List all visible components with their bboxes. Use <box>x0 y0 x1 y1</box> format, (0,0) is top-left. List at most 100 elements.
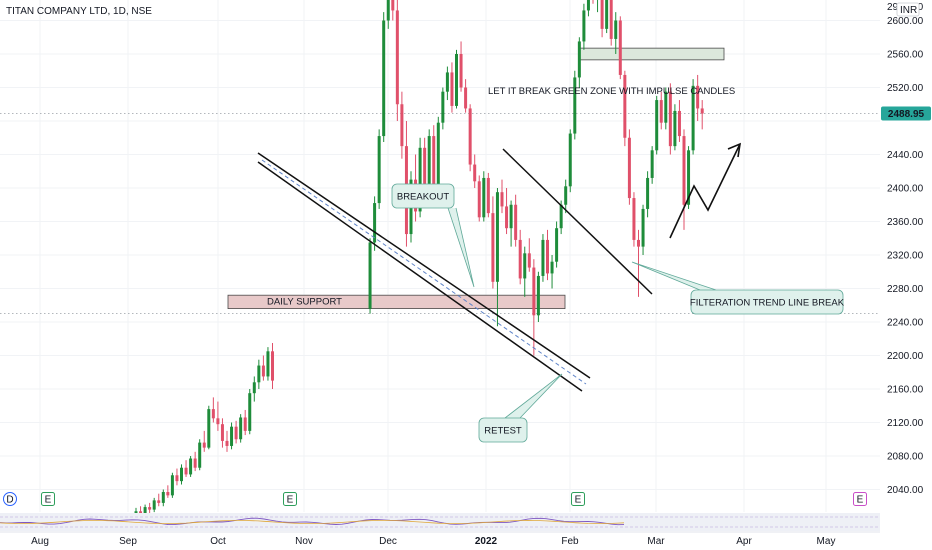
event-badge-label: E <box>45 495 52 506</box>
candle-body <box>600 0 604 29</box>
trendline-break-label: FILTERATION TREND LINE BREAK <box>690 298 845 309</box>
candle-body <box>491 213 495 282</box>
candle-body <box>468 108 472 165</box>
daily-support-label: DAILY SUPPORT <box>267 297 342 308</box>
earnings-icon-future[interactable]: E <box>853 492 867 506</box>
candle-body <box>455 54 458 106</box>
candle-body <box>423 147 427 184</box>
dividend-badge <box>3 492 17 506</box>
candle-body <box>577 41 581 78</box>
earnings-icon[interactable]: E <box>41 492 55 506</box>
price-axis[interactable]: 2040.00 2080.00 2120.00 2160.00 2200.00 2240.… <box>887 0 924 496</box>
candle-body <box>573 77 577 134</box>
time-tick-label: Aug <box>31 536 49 547</box>
candle-body <box>193 458 197 468</box>
event-badge-label: E <box>857 495 864 506</box>
dividend-icon[interactable]: D <box>3 492 17 506</box>
candle-body <box>368 242 372 309</box>
lower-trendline[interactable] <box>257 161 583 392</box>
candle-body <box>532 267 536 316</box>
filteration-trendline[interactable] <box>502 148 653 295</box>
candle-body <box>395 10 399 105</box>
upper-trendline[interactable] <box>257 152 591 379</box>
candle-body <box>400 104 404 147</box>
candle-body <box>459 54 463 88</box>
candle-body <box>441 91 445 123</box>
candle-body <box>266 351 270 377</box>
candle-body <box>230 426 234 446</box>
candle-body <box>261 365 265 377</box>
trendline-midline <box>261 159 587 385</box>
candle-body <box>641 208 645 247</box>
currency-badge[interactable] <box>896 2 920 17</box>
candle-body <box>271 351 274 381</box>
candle-body <box>148 507 152 510</box>
candle-body <box>157 500 161 503</box>
candle-body <box>436 122 440 188</box>
earnings-badge <box>41 492 55 506</box>
candle-body <box>637 239 640 247</box>
price-tick-label: 2520.00 <box>887 83 924 94</box>
candle-body <box>627 137 631 199</box>
time-tick-label: Feb <box>561 536 579 547</box>
breakout-label: BREAKOUT <box>397 192 449 203</box>
earnings-icon[interactable]: E <box>283 492 297 506</box>
price-tick-label: 2120.00 <box>887 418 924 429</box>
time-tick-label: Nov <box>295 536 313 547</box>
trendline-break-box <box>690 289 844 315</box>
daily-support-zone[interactable] <box>227 294 566 310</box>
projection-path[interactable] <box>669 143 741 239</box>
target-zone[interactable] <box>578 47 725 61</box>
candle-body <box>509 204 513 229</box>
candle-body <box>427 136 431 184</box>
price-tick-label: 2040.00 <box>887 485 924 496</box>
candle-body <box>473 164 477 182</box>
retest-callout-box <box>478 417 528 443</box>
last-price-tag[interactable] <box>881 106 931 121</box>
candle-body <box>632 198 636 240</box>
retest-callout[interactable]: RETEST <box>478 373 563 443</box>
candle-body <box>252 382 256 394</box>
candle-body <box>514 204 518 240</box>
candle-body <box>564 186 568 205</box>
candle-body <box>382 20 386 137</box>
candle-body <box>464 87 468 109</box>
projection-arrow-head-icon <box>727 142 742 158</box>
candle-body <box>623 74 627 138</box>
price-tick-label: 2320.00 <box>887 251 924 262</box>
time-tick-label: Apr <box>736 536 752 547</box>
candle-body <box>202 442 206 448</box>
candle-body <box>559 204 563 229</box>
candle-body <box>482 177 486 218</box>
candle-body <box>668 91 672 147</box>
earnings-badge <box>283 492 297 506</box>
candle-body <box>220 424 224 441</box>
candle-body <box>257 365 261 383</box>
earnings-badge <box>853 492 867 506</box>
candle-body <box>166 492 170 496</box>
candle-body <box>225 440 229 446</box>
candle-body <box>495 192 499 282</box>
breakout-callout-box <box>391 183 455 209</box>
price-tick-label: 2560.00 <box>887 50 924 61</box>
time-axis[interactable]: Aug Sep Oct Nov Dec 2022 Feb Mar Apr May <box>31 536 835 547</box>
trendline-break-callout[interactable]: FILTERATION TREND LINE BREAK <box>631 261 845 315</box>
breakout-callout[interactable]: BREAKOUT <box>391 183 475 288</box>
candle-body <box>505 206 509 229</box>
time-tick-label: May <box>817 536 836 547</box>
chart-title: TITAN COMPANY LTD, 1D, NSE <box>6 6 152 17</box>
candle-body <box>234 426 238 440</box>
price-tick-label: 2080.00 <box>887 452 924 463</box>
candle-body <box>386 0 390 21</box>
candle-body <box>248 393 252 431</box>
retest-label: RETEST <box>484 426 522 437</box>
candle-body <box>143 507 147 515</box>
event-badge-label: E <box>575 495 582 506</box>
impulse-note: LET IT BREAK GREEN ZONE WITH IMPULSE CAN… <box>488 86 735 97</box>
candle-body <box>550 261 554 274</box>
candle-body <box>655 100 659 151</box>
candle-body <box>687 150 691 205</box>
earnings-icon[interactable]: E <box>571 492 585 506</box>
candle-body <box>609 0 613 39</box>
